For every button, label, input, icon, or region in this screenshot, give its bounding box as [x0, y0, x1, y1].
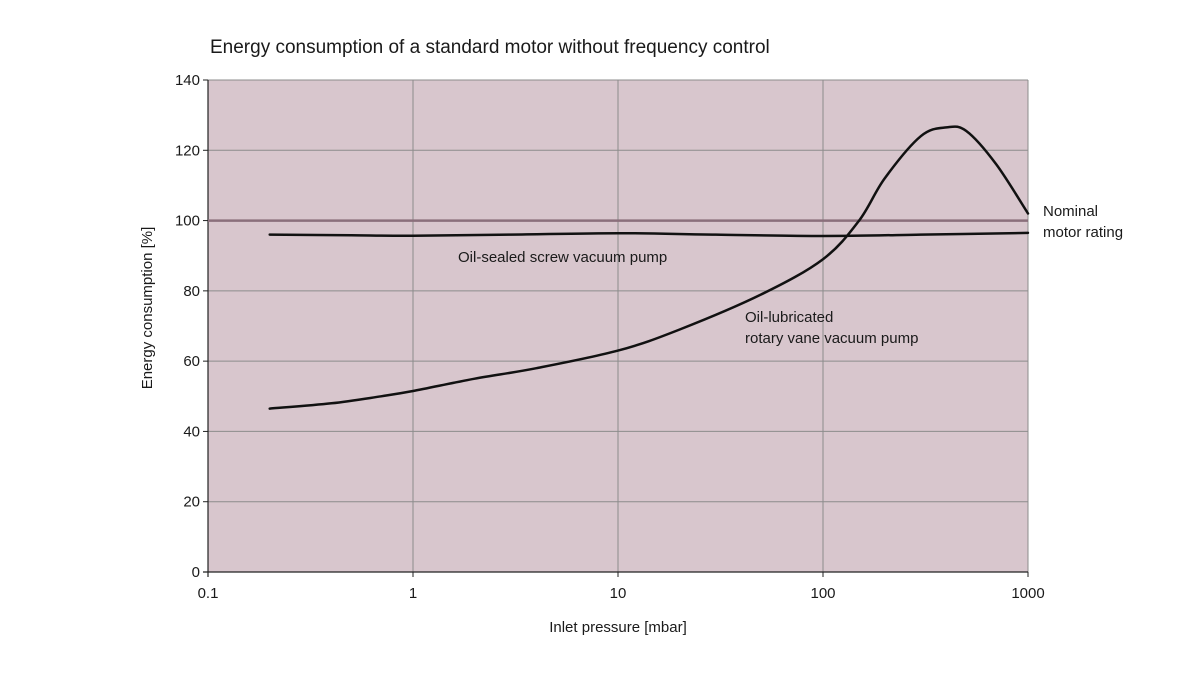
- y-tick-label: 100: [175, 213, 200, 230]
- x-tick-label: 100: [810, 585, 835, 602]
- rotary-vane-pump-label: Oil-lubricated rotary vane vacuum pump: [745, 309, 918, 347]
- screw-pump-label-line: Oil-sealed screw vacuum pump: [458, 249, 667, 266]
- x-tick-label: 1: [409, 585, 417, 602]
- x-tick-label: 1000: [1011, 585, 1044, 602]
- y-tick-label: 0: [192, 564, 200, 581]
- y-tick-label: 80: [183, 283, 200, 300]
- y-tick-label: 140: [175, 72, 200, 89]
- nominal-rating-label-line: Nominal: [1043, 203, 1098, 220]
- annotations: Oil-sealed screw vacuum pump Oil-lubricat…: [458, 203, 1123, 347]
- grid: [208, 80, 1028, 572]
- y-tick-label: 40: [183, 423, 200, 440]
- y-axis-label: Energy consumption [%]: [139, 227, 156, 390]
- y-tick-label: 20: [183, 494, 200, 511]
- tick-labels: 0 20 40 60 80 100 120 140 0.1 1 10 100 1000: [175, 72, 1045, 602]
- nominal-rating-label-line: motor rating: [1043, 224, 1123, 241]
- rotary-vane-pump-label-line: Oil-lubricated: [745, 309, 833, 326]
- x-tick-label: 0.1: [198, 585, 219, 602]
- screw-pump-label: Oil-sealed screw vacuum pump: [458, 249, 667, 266]
- y-tick-label: 60: [183, 353, 200, 370]
- axes: [203, 79, 1029, 577]
- y-tick-label: 120: [175, 142, 200, 159]
- rotary-vane-pump-label-line: rotary vane vacuum pump: [745, 330, 918, 347]
- oil-sealed-screw-pump-line: [268, 231, 1030, 238]
- series: [268, 125, 1030, 410]
- nominal-rating-label: Nominal motor rating: [1043, 203, 1123, 241]
- x-tick-label: 10: [610, 585, 627, 602]
- x-axis-label: Inlet pressure [mbar]: [549, 619, 687, 636]
- chart-title: Energy consumption of a standard motor w…: [210, 37, 770, 58]
- oil-lubricated-rotary-vane-pump-line: [268, 125, 1030, 410]
